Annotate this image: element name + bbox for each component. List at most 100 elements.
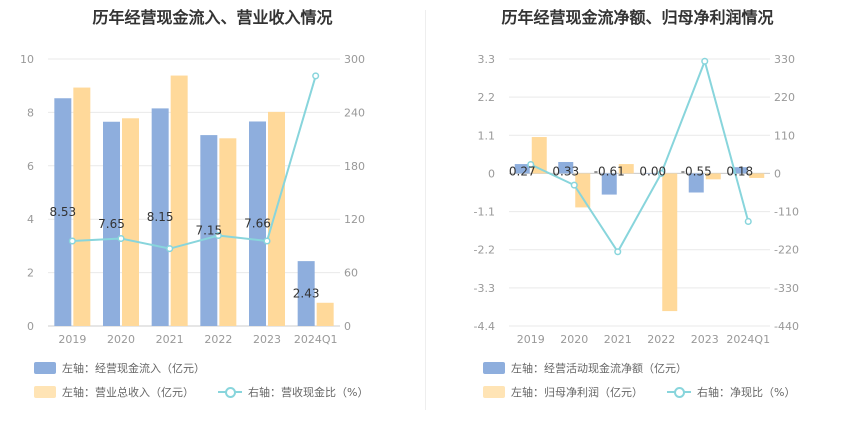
legend-swatch-blue	[34, 362, 56, 374]
legend-swatch-yellow	[34, 386, 56, 398]
line-point	[570, 181, 578, 189]
legend-label: 右轴：净现比（%）	[697, 386, 796, 399]
y-left-tick-label: 8	[27, 106, 34, 119]
chart-panel-cash-inflow: 历年经营现金流入、营业收入情况 0 2 4 6 8 10 0 60 120 180 240 300 20…	[20, 8, 368, 400]
bar-series-2	[749, 173, 765, 178]
bar-series-1	[103, 121, 120, 327]
bar-series-2	[618, 164, 634, 174]
line-point	[68, 237, 76, 245]
bar-data-label: -0.55	[681, 164, 712, 178]
bar-series-1	[200, 135, 218, 326]
line-point	[614, 248, 622, 256]
line-series	[72, 75, 317, 250]
bar-series-2	[170, 75, 188, 326]
y-right-tick-label: -220	[774, 244, 799, 257]
line-point	[214, 231, 222, 240]
x-tick-label: 2020	[560, 333, 588, 346]
y-left-tick-label: 2	[27, 267, 34, 280]
legend-item-ratio[interactable]: 右轴：营收现金比（%）	[218, 384, 368, 400]
line-point	[312, 72, 320, 80]
line-point	[117, 234, 125, 243]
line-point	[527, 160, 535, 169]
y-right-tick-label: 220	[774, 91, 795, 104]
bar-series-1	[645, 173, 661, 174]
line-point	[657, 169, 665, 177]
legend-line-marker-icon	[218, 386, 242, 398]
y-right-tick-label: -110	[774, 206, 799, 219]
bar-series-2	[662, 173, 678, 312]
legend-item-net-profit[interactable]: 左轴：归母净利润（亿元）	[483, 384, 643, 400]
y-right-tick-label: 0	[344, 320, 351, 333]
line-point	[744, 217, 752, 226]
y-right-tick-label: 110	[774, 129, 795, 142]
legend-line-marker-icon	[667, 386, 691, 398]
y-left-tick-label: 10	[20, 53, 34, 66]
x-tick-label: 2019	[58, 333, 86, 346]
bar-series-1	[297, 261, 315, 326]
bar-data-label: 8.53	[49, 205, 76, 219]
x-tick-label: 2020	[107, 333, 135, 346]
bar-series-2	[122, 118, 139, 326]
chart-plot-area: 0 2 4 6 8 10 0 60 120 180 240 300 2019 2020 2021 2022 20…	[20, 53, 365, 346]
y-right-tick-label: 0	[774, 167, 781, 180]
y-right-tick-label: 330	[774, 53, 795, 66]
chart-plot-area: -4.4 -3.3 -2.2 -1.1 0 1.1 2.2 3.3 -440 -330 -220 -1…	[474, 53, 799, 346]
bar-series-1	[688, 173, 704, 193]
y-right-tick-label: -440	[774, 320, 799, 333]
legend-item-inflow[interactable]: 左轴：经营现金流入（亿元）	[34, 360, 205, 376]
legend-swatch-yellow	[483, 386, 505, 398]
y-left-tick-label: -2.2	[474, 244, 495, 257]
bar-series-1	[54, 98, 72, 327]
x-tick-label: 2022	[204, 333, 232, 346]
chart-title: 历年经营现金流净额、归母净利润情况	[501, 8, 774, 27]
bar-data-label: 7.15	[195, 224, 222, 238]
bar-series-2	[531, 137, 547, 174]
y-right-tick-label: -330	[774, 282, 799, 295]
y-left-tick-label: 0	[27, 320, 34, 333]
bar-data-label: -0.61	[594, 164, 625, 178]
legend-label: 右轴：营收现金比（%）	[248, 386, 369, 399]
x-tick-label: 2021	[156, 333, 184, 346]
bar-series-1	[514, 164, 530, 174]
legend-label: 左轴：营业总收入（亿元）	[62, 386, 194, 399]
legend-item-net-cash[interactable]: 左轴：经营活动现金流净额（亿元）	[483, 360, 687, 376]
x-tick-label: 2024Q1	[726, 333, 770, 346]
y-left-tick-label: 0	[488, 167, 495, 180]
bar-data-label: 0.18	[726, 164, 753, 178]
y-left-tick-label: 2.2	[478, 91, 496, 104]
panel-divider	[425, 10, 426, 410]
y-left-tick-label: 6	[27, 160, 34, 173]
bar-data-label: 0.33	[552, 164, 579, 178]
x-tick-label: 2023	[253, 333, 281, 346]
legend-swatch-blue	[483, 362, 505, 374]
y-right-tick-label: 240	[344, 106, 365, 119]
bar-series-2	[705, 173, 721, 180]
x-tick-label: 2021	[604, 333, 632, 346]
bar-data-label: 0.27	[509, 164, 536, 178]
bar-series-1	[249, 121, 266, 326]
bar-series-2	[73, 87, 91, 326]
y-left-tick-label: 3.3	[478, 53, 496, 66]
chart-title: 历年经营现金流入、营业收入情况	[92, 8, 333, 27]
x-tick-label: 2022	[647, 333, 675, 346]
bar-data-label: 8.15	[147, 210, 174, 224]
y-left-tick-label: -1.1	[474, 206, 495, 219]
chart-panel-net-cash: 历年经营现金流净额、归母净利润情况 -4.4 -3.3 -2.2 -1.1 0 1.1 2.…	[425, 0, 850, 437]
line-point	[263, 237, 271, 245]
y-left-tick-label: 4	[27, 213, 34, 226]
legend-item-revenue[interactable]: 左轴：营业总收入（亿元）	[34, 384, 194, 400]
bar-series-1	[151, 108, 169, 327]
bar-data-label: 7.66	[244, 217, 271, 231]
y-right-tick-label: 180	[344, 160, 365, 173]
bar-series-2	[575, 173, 591, 208]
y-left-tick-label: -3.3	[474, 282, 495, 295]
x-tick-label: 2024Q1	[294, 333, 338, 346]
legend-label: 左轴：归母净利润（亿元）	[511, 386, 643, 399]
line-point	[701, 57, 709, 65]
bar-series-1	[732, 167, 748, 174]
legend-item-cash-ratio[interactable]: 右轴：净现比（%）	[667, 384, 795, 400]
legend-label: 左轴：经营活动现金流净额（亿元）	[511, 362, 687, 375]
bar-series-1	[601, 173, 617, 195]
bar-series-2	[316, 302, 334, 326]
x-tick-label: 2019	[517, 333, 545, 346]
